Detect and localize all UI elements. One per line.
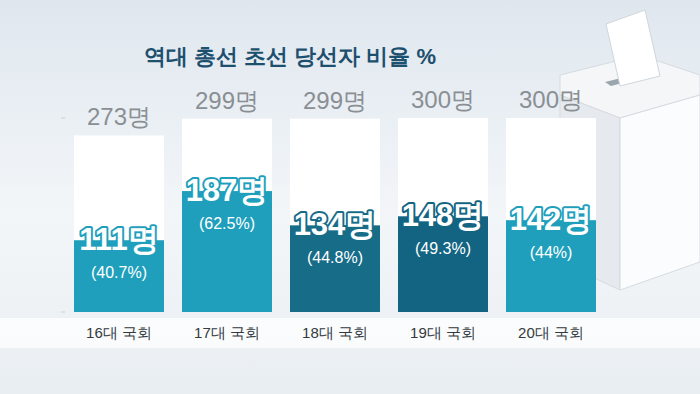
- total-bar: [290, 119, 380, 312]
- label-band: [0, 318, 700, 348]
- percentage-label: (40.7%): [91, 264, 147, 281]
- total-label: 300명: [519, 86, 583, 113]
- title: 역대 총선 초선 당선자 비율 %: [144, 44, 436, 69]
- value-label: 187명: [186, 173, 269, 208]
- total-label: 300명: [411, 86, 475, 113]
- total-label: 299명: [195, 87, 259, 114]
- percentage-label: (44.8%): [307, 249, 363, 266]
- percentage-label: (44%): [530, 244, 573, 261]
- percentage-label: (49.3%): [415, 240, 471, 257]
- background: [0, 0, 700, 394]
- labels: 273명 111명 (40.7%) 16대 국회 299명 187명 (62.5%) 17대 …: [79, 86, 592, 341]
- x-tick-label: 20대 국회: [518, 324, 584, 341]
- bars: [74, 118, 596, 312]
- value-label: 134명: [294, 207, 377, 242]
- chart: 역대 총선 초선 당선자 비율 % 273명 111명 (40.7%) 16대 국회 29…: [0, 0, 700, 394]
- total-bar: [182, 119, 272, 312]
- y-tick: [61, 312, 65, 313]
- y-tick: [61, 118, 65, 119]
- total-label: 299명: [303, 87, 367, 114]
- x-tick-label: 18대 국회: [302, 324, 368, 341]
- total-bar: [506, 118, 596, 312]
- value-label: 111명: [79, 222, 158, 257]
- total-bar: [74, 135, 164, 312]
- x-tick-label: 17대 국회: [194, 324, 260, 341]
- total-label: 273명: [87, 103, 151, 130]
- x-tick-label: 19대 국회: [410, 324, 476, 341]
- box-front: [620, 95, 700, 290]
- total-bar: [398, 118, 488, 312]
- value-label: 142명: [510, 202, 593, 237]
- value-label: 148명: [402, 198, 485, 233]
- bar: [182, 191, 272, 312]
- ballot-paper: [606, 10, 660, 86]
- percentage-label: (62.5%): [199, 215, 255, 232]
- x-tick-label: 16대 국회: [86, 324, 152, 341]
